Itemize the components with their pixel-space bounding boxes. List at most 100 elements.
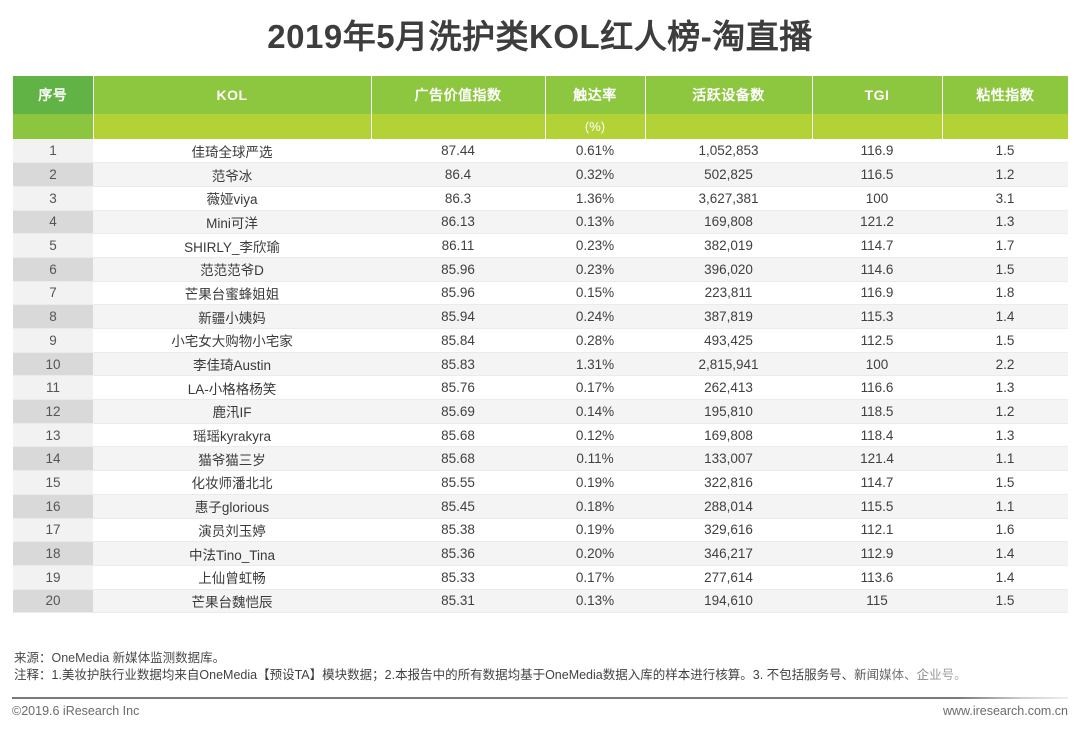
- cell-adv: 85.31: [371, 589, 545, 614]
- kol-ranking-table: 序号 KOL 广告价值指数 触达率 活跃设备数 TGI 粘性指数 (%) 1 佳琦全球严选 87…: [13, 76, 1068, 614]
- cell-dev: 493,425: [645, 328, 812, 353]
- cell-idx: 17: [13, 518, 93, 543]
- table-row[interactable]: 15 化妆师潘北北 85.55 0.19% 322,816 114.7 1.5: [13, 470, 1068, 495]
- cell-dev: 223,811: [645, 281, 812, 306]
- column-unit-dev: [645, 114, 813, 139]
- cell-tgi: 112.9: [812, 541, 942, 566]
- column-unit-idx: [13, 114, 94, 139]
- cell-tgi: 121.4: [812, 446, 942, 472]
- column-header-kol[interactable]: KOL: [93, 76, 372, 114]
- cell-idx: 7: [13, 281, 93, 306]
- cell-stick: 1.7: [942, 233, 1068, 258]
- cell-kol: 瑶瑶kyrakyra: [93, 423, 371, 448]
- cell-kol: 猫爷猫三岁: [93, 446, 371, 472]
- footer-divider: [12, 697, 1068, 699]
- column-unit-rate: (%): [545, 114, 646, 139]
- footer-copyright: ©2019.6 iResearch Inc: [12, 704, 140, 718]
- cell-idx: 9: [13, 328, 93, 353]
- cell-kol: 芒果台蜜蜂姐姐: [93, 281, 371, 306]
- cell-tgi: 118.5: [812, 399, 942, 424]
- table-row[interactable]: 6 范范范爷D 85.96 0.23% 396,020 114.6 1.5: [13, 257, 1068, 282]
- column-header-adv[interactable]: 广告价值指数: [371, 76, 546, 114]
- column-header-idx[interactable]: 序号: [13, 76, 94, 114]
- cell-stick: 1.6: [942, 518, 1068, 543]
- cell-tgi: 114.7: [812, 470, 942, 495]
- cell-idx: 8: [13, 304, 93, 329]
- cell-kol: 小宅女大购物小宅家: [93, 328, 371, 353]
- cell-stick: 1.8: [942, 281, 1068, 306]
- cell-dev: 396,020: [645, 257, 812, 282]
- cell-tgi: 116.9: [812, 139, 942, 164]
- cell-adv: 85.68: [371, 446, 545, 472]
- column-unit-kol: [93, 114, 372, 139]
- cell-idx: 3: [13, 186, 93, 211]
- cell-kol: 范范范爷D: [93, 257, 371, 282]
- table-row[interactable]: 4 Mini可洋 86.13 0.13% 169,808 121.2 1.3: [13, 210, 1068, 235]
- cell-idx: 19: [13, 565, 93, 590]
- cell-adv: 85.36: [371, 541, 545, 566]
- table-row[interactable]: 18 中法Tino_Tina 85.36 0.20% 346,217 112.9 1.4: [13, 541, 1068, 566]
- table-row[interactable]: 3 薇娅viya 86.3 1.36% 3,627,381 100 3.1: [13, 186, 1068, 211]
- footer-website[interactable]: www.iresearch.com.cn: [942, 704, 1068, 718]
- cell-idx: 20: [13, 589, 93, 614]
- cell-idx: 5: [13, 233, 93, 258]
- cell-tgi: 112.1: [812, 518, 942, 543]
- cell-stick: 1.5: [942, 139, 1068, 164]
- table-row[interactable]: 8 新疆小姨妈 85.94 0.24% 387,819 115.3 1.4: [13, 304, 1068, 329]
- cell-rate: 0.24%: [545, 304, 645, 329]
- cell-idx: 10: [13, 352, 93, 377]
- table-row[interactable]: 1 佳琦全球严选 87.44 0.61% 1,052,853 116.9 1.5: [13, 139, 1068, 164]
- table-row[interactable]: 11 LA-小格格杨笑 85.76 0.17% 262,413 116.6 1.3: [13, 375, 1068, 401]
- cell-kol: Mini可洋: [93, 210, 371, 235]
- cell-rate: 0.20%: [545, 541, 645, 566]
- cell-idx: 6: [13, 257, 93, 282]
- column-header-rate[interactable]: 触达率: [545, 76, 646, 114]
- table-row[interactable]: 14 猫爷猫三岁 85.68 0.11% 133,007 121.4 1.1: [13, 446, 1068, 472]
- cell-stick: 1.3: [942, 375, 1068, 401]
- cell-rate: 0.15%: [545, 281, 645, 306]
- cell-idx: 11: [13, 375, 93, 401]
- cell-rate: 0.32%: [545, 162, 645, 187]
- table-row[interactable]: 20 芒果台魏恺辰 85.31 0.13% 194,610 115 1.5: [13, 589, 1068, 614]
- column-header-tgi[interactable]: TGI: [812, 76, 943, 114]
- cell-idx: 15: [13, 470, 93, 495]
- cell-stick: 3.1: [942, 186, 1068, 211]
- cell-dev: 387,819: [645, 304, 812, 329]
- cell-kol: 李佳琦Austin: [93, 352, 371, 377]
- cell-rate: 0.12%: [545, 423, 645, 448]
- cell-stick: 1.5: [942, 470, 1068, 495]
- cell-adv: 85.38: [371, 518, 545, 543]
- table-row[interactable]: 16 惠子glorious 85.45 0.18% 288,014 115.5 1.1: [13, 494, 1068, 519]
- table-header-row-main: 序号 KOL 广告价值指数 触达率 活跃设备数 TGI 粘性指数: [13, 76, 1068, 114]
- cell-rate: 0.23%: [545, 257, 645, 282]
- table-row[interactable]: 13 瑶瑶kyrakyra 85.68 0.12% 169,808 118.4 1.3: [13, 423, 1068, 448]
- table-row[interactable]: 17 演员刘玉婷 85.38 0.19% 329,616 112.1 1.6: [13, 518, 1068, 543]
- cell-rate: 0.11%: [545, 446, 645, 472]
- table-row[interactable]: 19 上仙曾虹畅 85.33 0.17% 277,614 113.6 1.4: [13, 565, 1068, 590]
- cell-adv: 85.45: [371, 494, 545, 519]
- page-title-container: 2019年5月洗护类KOL红人榜-淘直播: [0, 0, 1080, 60]
- cell-rate: 0.18%: [545, 494, 645, 519]
- cell-adv: 85.68: [371, 423, 545, 448]
- cell-rate: 1.36%: [545, 186, 645, 211]
- table-row[interactable]: 5 SHIRLY_李欣瑜 86.11 0.23% 382,019 114.7 1.7: [13, 233, 1068, 258]
- cell-adv: 85.96: [371, 257, 545, 282]
- table-row[interactable]: 12 鹿汛IF 85.69 0.14% 195,810 118.5 1.2: [13, 399, 1068, 424]
- cell-adv: 85.33: [371, 565, 545, 590]
- cell-adv: 86.13: [371, 210, 545, 235]
- cell-dev: 329,616: [645, 518, 812, 543]
- cell-tgi: 115.3: [812, 304, 942, 329]
- cell-rate: 0.14%: [545, 399, 645, 424]
- table-row[interactable]: 2 范爷冰 86.4 0.32% 502,825 116.5 1.2: [13, 162, 1068, 187]
- note-source: 来源：OneMedia 新媒体监测数据库。: [14, 651, 226, 665]
- column-header-stick[interactable]: 粘性指数: [942, 76, 1068, 114]
- cell-dev: 3,627,381: [645, 186, 812, 211]
- cell-kol: 化妆师潘北北: [93, 470, 371, 495]
- column-header-dev[interactable]: 活跃设备数: [645, 76, 813, 114]
- table-row[interactable]: 9 小宅女大购物小宅家 85.84 0.28% 493,425 112.5 1.5: [13, 328, 1068, 353]
- column-unit-tgi: [812, 114, 943, 139]
- cell-dev: 1,052,853: [645, 139, 812, 164]
- table-header-row-units: (%): [13, 114, 1068, 139]
- table-row[interactable]: 10 李佳琦Austin 85.83 1.31% 2,815,941 100 2.2: [13, 352, 1068, 377]
- table-row[interactable]: 7 芒果台蜜蜂姐姐 85.96 0.15% 223,811 116.9 1.8: [13, 281, 1068, 306]
